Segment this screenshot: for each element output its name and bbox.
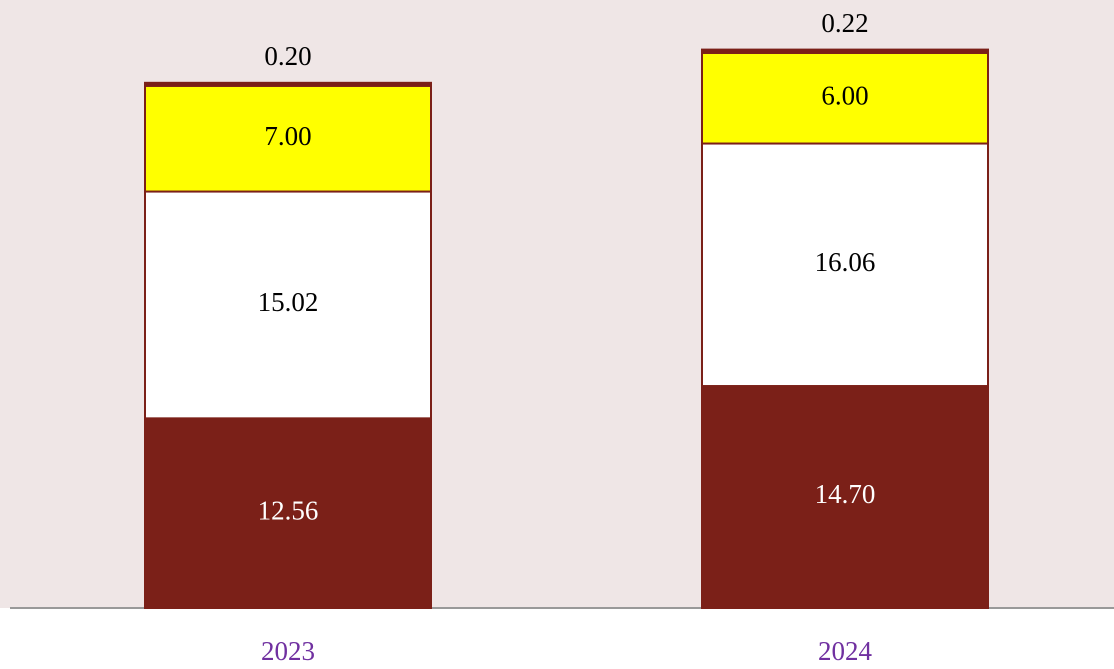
data-label: 15.02	[258, 287, 319, 317]
bar-segment	[144, 84, 432, 193]
bar-segment	[144, 417, 432, 609]
data-label: 0.20	[264, 41, 311, 71]
data-label: 12.56	[258, 495, 319, 525]
bar-segment	[701, 48, 989, 54]
data-label: 6.00	[821, 80, 868, 110]
x-tick-label: 2023	[261, 636, 315, 666]
bar-segment	[701, 142, 989, 388]
bar-segment	[144, 81, 432, 87]
data-label: 7.00	[264, 121, 311, 151]
data-label: 16.06	[815, 247, 876, 277]
bar-segment	[144, 190, 432, 420]
x-tick-label: 2024	[818, 636, 873, 666]
data-label: 0.22	[821, 8, 868, 38]
bar-segment	[701, 385, 989, 609]
bar-segment	[701, 51, 989, 145]
data-label: 14.70	[815, 479, 876, 509]
